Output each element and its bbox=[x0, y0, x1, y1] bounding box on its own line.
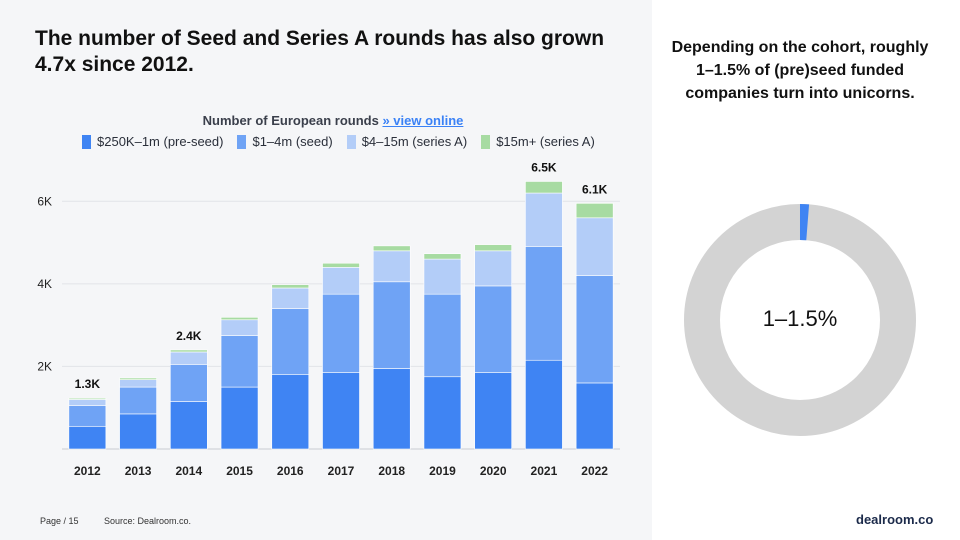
bar-segment bbox=[119, 413, 157, 450]
legend-item-series-a-small: $4–15m (series A) bbox=[346, 134, 468, 149]
bar-segment bbox=[575, 217, 614, 276]
unicorn-donut-chart bbox=[684, 204, 916, 436]
bar-segment bbox=[423, 376, 462, 450]
legend-label: $250K–1m (pre-seed) bbox=[97, 134, 224, 149]
chart-legend: $250K–1m (pre-seed) $1–4m (seed) $4–15m … bbox=[82, 134, 595, 149]
x-tick-label: 2015 bbox=[226, 464, 253, 478]
bar-segment bbox=[372, 281, 411, 369]
bar-segment bbox=[525, 246, 563, 361]
page-number: Page / 15 bbox=[40, 516, 79, 526]
x-tick-label: 2018 bbox=[378, 464, 405, 478]
bar-segment bbox=[322, 267, 360, 295]
x-tick-label: 2020 bbox=[480, 464, 507, 478]
x-tick-label: 2016 bbox=[277, 464, 304, 478]
bar-segment bbox=[525, 192, 563, 248]
bar-segment bbox=[68, 397, 107, 400]
legend-label: $1–4m (seed) bbox=[252, 134, 333, 149]
bar-segment bbox=[119, 377, 157, 380]
x-tick-label: 2013 bbox=[125, 464, 152, 478]
bar-segment bbox=[119, 386, 157, 415]
bar-segment bbox=[271, 284, 310, 289]
view-online-link[interactable]: » view online bbox=[382, 113, 464, 128]
bar-segment bbox=[322, 372, 360, 450]
legend-label: $15m+ (series A) bbox=[496, 134, 595, 149]
bar-segment bbox=[372, 250, 411, 283]
y-tick-label: 4K bbox=[37, 277, 52, 291]
y-tick-label: 6K bbox=[37, 194, 52, 208]
bar-segment bbox=[525, 359, 563, 450]
bar-total-label: 1.3K bbox=[75, 377, 101, 391]
legend-swatch bbox=[481, 134, 491, 149]
page-headline: The number of Seed and Series A rounds h… bbox=[35, 27, 605, 76]
legend-swatch bbox=[346, 134, 356, 149]
legend-item-seed: $1–4m (seed) bbox=[237, 134, 333, 149]
bar-segment bbox=[423, 293, 462, 378]
bar-segment bbox=[68, 399, 107, 406]
bar-segment bbox=[68, 425, 107, 450]
side-title: Depending on the cohort, roughly 1–1.5% … bbox=[671, 39, 929, 102]
bar-segment bbox=[170, 401, 208, 450]
bar-segment bbox=[423, 258, 462, 295]
bar-segment bbox=[322, 262, 360, 268]
x-tick-label: 2012 bbox=[74, 464, 101, 478]
bar-total-label: 6.1K bbox=[582, 182, 608, 196]
bar-segment bbox=[525, 181, 563, 194]
bar-segment bbox=[271, 308, 310, 375]
chart-title-text: Number of European rounds bbox=[202, 113, 379, 128]
bar-segment bbox=[322, 293, 360, 373]
x-tick-label: 2017 bbox=[328, 464, 355, 478]
donut-unicorn-slice bbox=[684, 204, 916, 436]
x-tick-label: 2014 bbox=[175, 464, 202, 478]
bar-segment bbox=[170, 351, 208, 365]
bar-segment bbox=[474, 285, 512, 373]
chart-title: Number of European rounds » view online bbox=[0, 113, 666, 128]
bar-total-label: 2.4K bbox=[176, 329, 202, 343]
legend-label: $4–15m (series A) bbox=[361, 134, 468, 149]
x-tick-label: 2019 bbox=[429, 464, 456, 478]
bar-segment bbox=[575, 275, 614, 384]
x-tick-label: 2021 bbox=[531, 464, 558, 478]
bar-segment bbox=[372, 368, 411, 450]
bar-segment bbox=[271, 287, 310, 309]
legend-item-pre-seed: $250K–1m (pre-seed) bbox=[82, 134, 223, 149]
bar-segment bbox=[271, 374, 310, 450]
source-note: Source: Dealroom.co. bbox=[104, 516, 192, 526]
bar-segment bbox=[474, 250, 512, 287]
donut-center-label: 1–1.5% bbox=[762, 306, 838, 331]
bar-segment bbox=[220, 335, 259, 388]
bar-segment bbox=[119, 379, 157, 388]
bar-segment bbox=[575, 203, 614, 219]
brand-logo: dealroom.co bbox=[856, 512, 934, 527]
legend-item-series-a-large: $15m+ (series A) bbox=[481, 134, 595, 149]
bar-segment bbox=[220, 316, 259, 321]
bar-segment bbox=[170, 349, 208, 353]
bar-segment bbox=[474, 372, 512, 450]
y-tick-label: 2K bbox=[37, 359, 52, 373]
legend-swatch bbox=[82, 134, 91, 149]
bar-segment bbox=[220, 386, 259, 450]
stacked-bar-chart: 2K 4K 6K 2012 1.3K 2013 2014 2.4K 2015 2016 2017 20… bbox=[37, 160, 620, 478]
bar-total-label: 6.5K bbox=[531, 160, 557, 174]
x-tick-label: 2022 bbox=[581, 464, 608, 478]
bar-segment bbox=[474, 244, 512, 252]
bar-segment bbox=[220, 319, 259, 336]
bar-segment bbox=[423, 253, 462, 260]
bar-segment bbox=[575, 382, 614, 450]
legend-swatch bbox=[237, 134, 247, 149]
bar-segment bbox=[68, 405, 107, 427]
bar-segment bbox=[170, 364, 208, 402]
bar-segment bbox=[372, 245, 411, 252]
